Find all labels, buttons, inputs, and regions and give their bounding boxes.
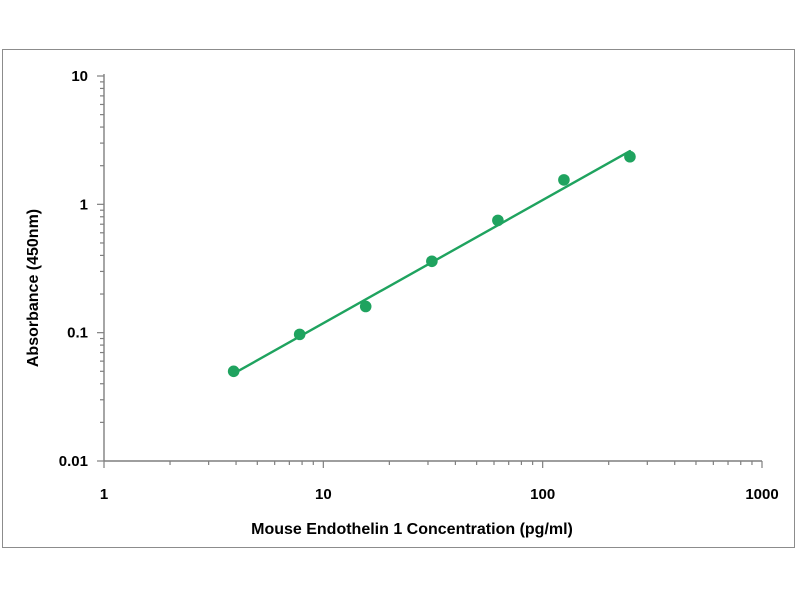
y-axis-title: Absorbance (450nm) [25, 209, 42, 367]
data-point [426, 255, 438, 268]
data-points [227, 150, 636, 378]
x-tick-label: 10 [315, 486, 332, 503]
data-point [227, 365, 240, 378]
data-point [293, 328, 306, 341]
axes [97, 74, 763, 468]
y-tick-label: 1 [80, 196, 88, 213]
x-tick-label: 1 [100, 486, 108, 503]
data-point [624, 150, 636, 163]
data-point [359, 300, 372, 313]
y-tick-label: 0.01 [59, 453, 88, 470]
data-point [492, 214, 504, 227]
y-tick-label: 0.1 [67, 325, 88, 342]
y-tick-label: 10 [71, 68, 88, 85]
x-tick-label: 1000 [745, 486, 778, 503]
tick-labels: 1 10 100 1000 10 1 0.1 0.01 [59, 68, 779, 503]
x-tick-label: 100 [530, 486, 555, 503]
data-point [558, 174, 570, 186]
x-axis-title: Mouse Endothelin 1 Concentration (pg/ml) [251, 521, 573, 538]
chart-frame [2, 49, 795, 548]
